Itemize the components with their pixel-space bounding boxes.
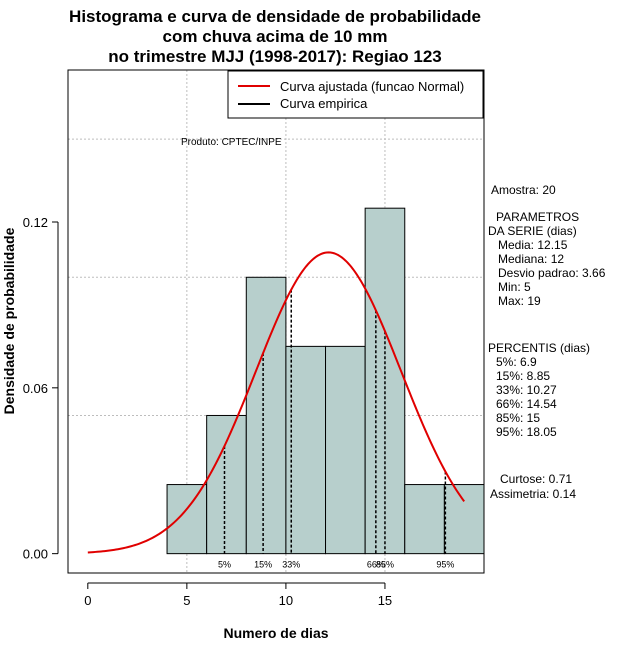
stat-curtose: Curtose: 0.71 — [500, 472, 572, 486]
stat-p95: 95%: 18.05 — [496, 425, 557, 439]
product-credit: Produto: CPTEC/INPE — [181, 137, 282, 148]
percentile-label: 5% — [218, 560, 231, 570]
histogram-bar — [364, 207, 406, 555]
histogram-bar — [206, 414, 247, 555]
stat-p15: 15%: 8.85 — [496, 369, 550, 383]
stats-panel: Amostra: 20 PARAMETROS DA SERIE (dias) M… — [488, 183, 606, 501]
histogram-bars — [166, 207, 485, 555]
histogram-bar — [285, 345, 327, 555]
plot-frame — [67, 69, 485, 574]
x-tick-label: 0 — [84, 593, 91, 608]
stat-media: Media: 12.15 — [498, 238, 568, 252]
normal-curve-line — [87, 251, 465, 554]
stat-assimetria: Assimetria: 0.14 — [490, 487, 576, 501]
y-tick-label: 0.12 — [23, 215, 48, 230]
x-tick-label: 10 — [279, 593, 293, 608]
legend: Curva ajustada (funcao Normal) Curva emp… — [227, 70, 484, 119]
chart-title-line-2: com chuva acima de 10 mm — [163, 27, 388, 46]
chart-title-line-3: no trimestre MJJ (1998-2017): Regiao 123 — [108, 47, 442, 66]
percentile-label: 66% — [367, 560, 385, 570]
histogram-bar — [166, 484, 208, 555]
histogram-bar — [404, 484, 445, 555]
stat-mediana: Mediana: 12 — [498, 252, 564, 266]
histogram-bar — [245, 276, 287, 555]
y-axis: 0.00 0.06 0.12 — [23, 215, 59, 562]
stat-min: Min: 5 — [498, 280, 531, 294]
y-tick-label: 0.00 — [23, 547, 48, 562]
x-tick-label: 15 — [378, 593, 392, 608]
stat-amostra: Amostra: 20 — [491, 183, 556, 197]
stat-p66: 66%: 14.54 — [496, 397, 557, 411]
stat-max: Max: 19 — [498, 294, 541, 308]
percentile-labels: 5% 15% 33% 66%85% 95% — [218, 560, 454, 570]
stat-p5: 5%: 6.9 — [496, 355, 537, 369]
percentile-lines — [223, 289, 447, 554]
stat-param-header-2: DA SERIE (dias) — [488, 224, 577, 238]
stat-percentis-header: PERCENTIS (dias) — [488, 341, 590, 355]
stat-p33: 33%: 10.27 — [496, 383, 557, 397]
y-tick-label: 0.06 — [23, 381, 48, 396]
y-axis-label: Densidade de probabilidade — [1, 227, 17, 414]
percentile-label: 33% — [282, 560, 300, 570]
normal-curve — [87, 251, 465, 554]
legend-empirical-label: Curva empirica — [280, 96, 368, 111]
percentile-label: 85% — [376, 560, 394, 570]
chart-title-line-1: Histograma e curva de densidade de proba… — [69, 7, 481, 26]
percentile-label: 95% — [436, 560, 454, 570]
x-axis-label: Numero de dias — [223, 625, 328, 641]
stat-desvio: Desvio padrao: 3.66 — [498, 266, 606, 280]
histogram-bar — [325, 345, 366, 555]
histogram-bar — [443, 484, 485, 555]
legend-box — [227, 70, 484, 119]
stat-p85: 85%: 15 — [496, 411, 540, 425]
x-tick-label: 5 — [183, 593, 190, 608]
x-axis: 0 5 10 15 — [84, 582, 392, 608]
stat-param-header-1: PARAMETROS — [496, 210, 579, 224]
percentile-label: 15% — [254, 560, 272, 570]
legend-normal-label: Curva ajustada (funcao Normal) — [280, 79, 464, 94]
